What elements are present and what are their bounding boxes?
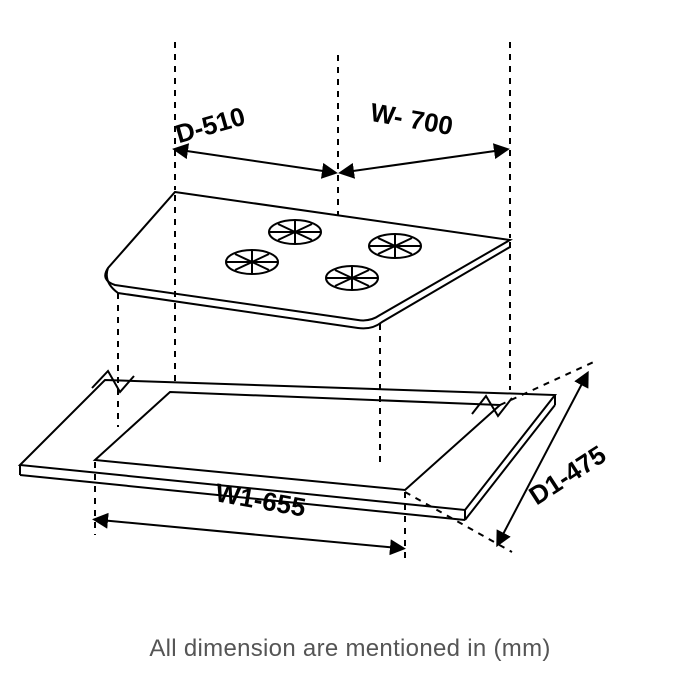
upper-hob bbox=[105, 192, 510, 328]
caption-text: All dimension are mentioned in (mm) bbox=[0, 635, 700, 663]
top-dimension-arrows bbox=[180, 150, 502, 172]
diagram-stage: D-510 W- 700 W1-655 D1-475 All dimension… bbox=[0, 0, 700, 700]
lower-guides bbox=[95, 360, 598, 562]
lower-dimension-arrows bbox=[100, 378, 585, 548]
dimension-diagram bbox=[0, 0, 700, 700]
projection-lines bbox=[118, 42, 510, 468]
